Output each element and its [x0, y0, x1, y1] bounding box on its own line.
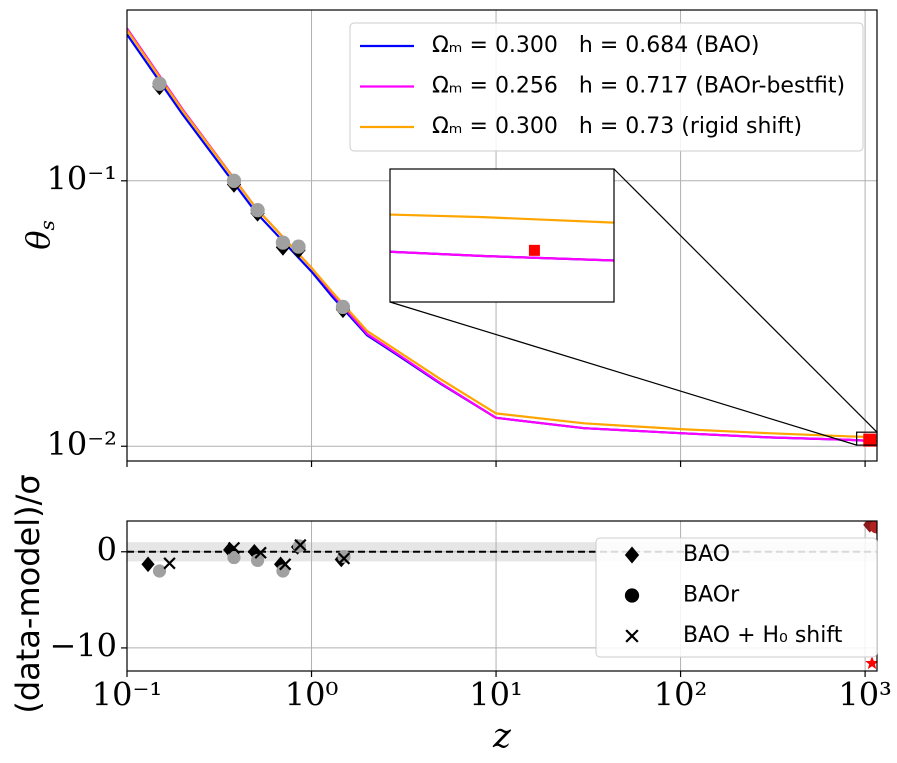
y-axis-label: θs [19, 220, 59, 250]
zoom-box [856, 431, 878, 446]
y-label-subscript: s [35, 220, 59, 230]
marker-x [337, 552, 351, 565]
marker-x [279, 558, 292, 571]
y-label-symbol: θ [19, 231, 57, 250]
inset-frame [389, 168, 615, 303]
y-tick-label: −10 [49, 626, 117, 664]
marker-circle [152, 564, 167, 578]
legend-label: BAO + H₀ shift [683, 623, 843, 648]
y-axis-label: (data-model)/σ [9, 474, 47, 713]
marker-circle [250, 203, 265, 218]
x-tick-label: 10⁰ [285, 676, 339, 714]
marker-circle [275, 235, 291, 250]
marker-circle [624, 588, 640, 603]
axes-frame [126, 9, 878, 462]
plot-area [127, 27, 877, 447]
legend-label: Ωₘ = 0.256 h = 0.717 (BAOr-bestfit) [432, 74, 845, 99]
marker-square [528, 244, 540, 256]
legend-label: BAOr [683, 583, 740, 608]
marker-x [625, 629, 639, 643]
plot-area [141, 521, 877, 670]
marker-circle [250, 553, 265, 568]
marker-star [865, 656, 877, 670]
inset-plot [390, 213, 614, 262]
marker-x [294, 538, 307, 552]
zoom-connector [389, 301, 857, 446]
x-tick-label: 10¹ [469, 676, 523, 714]
marker-circle [152, 76, 167, 91]
inset-background [390, 169, 614, 302]
legend-box [349, 22, 864, 152]
marker-circle [335, 299, 351, 315]
marker-circle [869, 521, 877, 534]
marker-circle [291, 239, 306, 254]
legend-box [595, 537, 878, 658]
x-tick-label: 10² [654, 676, 708, 714]
marker-circle [226, 173, 242, 188]
marker-circle [227, 550, 241, 565]
x-axis-label: z [492, 716, 512, 756]
x-tick-label: 10³ [838, 676, 892, 714]
marker-diamond [141, 556, 155, 573]
legend-label: Ωₘ = 0.300 h = 0.684 (BAO) [432, 33, 759, 58]
marker-diamond [624, 546, 640, 564]
y-tick-label: 0 [97, 530, 117, 568]
marker-circle [276, 564, 290, 578]
legend-label: Ωₘ = 0.300 h = 0.73 (rigid shift) [432, 114, 802, 139]
y-tick-label: 10⁻¹ [47, 159, 117, 197]
marker-square [863, 433, 877, 447]
x-tick-label: 10⁻¹ [92, 676, 162, 714]
marker-x [254, 546, 267, 559]
y-tick-label: 10⁻² [47, 425, 117, 463]
zoom-connector [613, 168, 878, 433]
marker-x [163, 557, 176, 570]
model-line [127, 29, 877, 439]
marker-circle [337, 549, 351, 564]
marker-x [227, 541, 241, 555]
legend-label: BAO [683, 542, 730, 567]
